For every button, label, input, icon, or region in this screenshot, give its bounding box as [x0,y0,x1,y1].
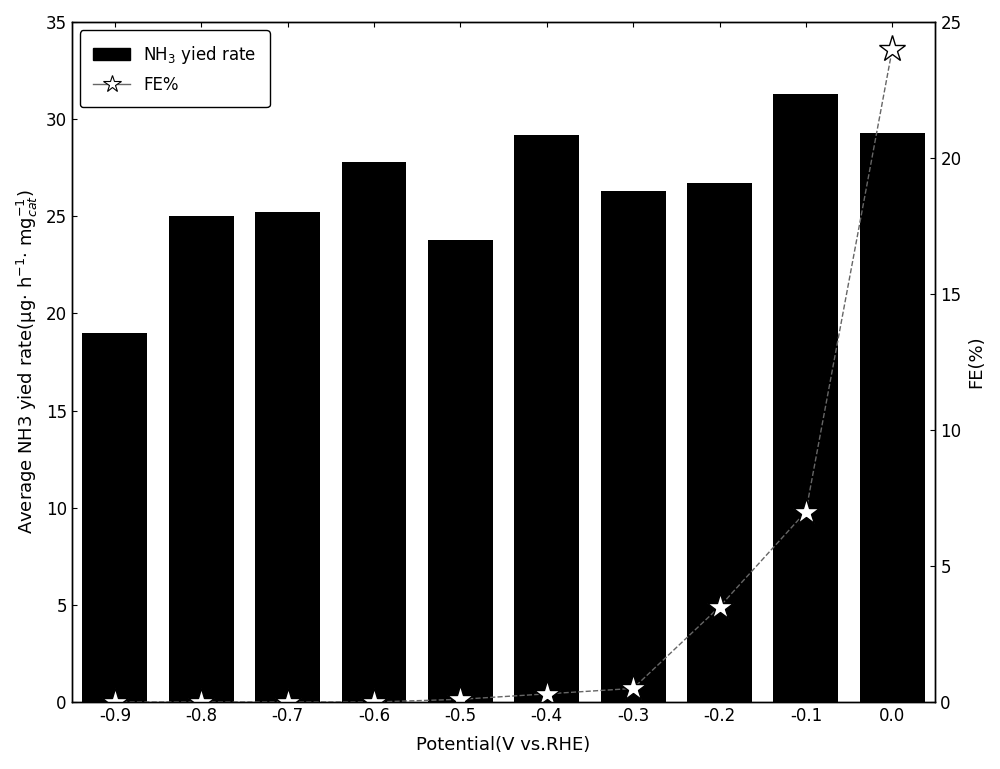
Bar [342,162,406,702]
Bar [601,191,666,702]
Bar [860,133,925,702]
Bar [514,135,579,702]
Y-axis label: Average NH3 yied rate(μg· h$^{-1}$· mg$^{-1}_{cat}$): Average NH3 yied rate(μg· h$^{-1}$· mg$^… [15,190,40,534]
Bar [687,183,752,702]
Y-axis label: FE(%): FE(%) [967,336,985,388]
Bar [82,333,147,702]
Bar [169,216,234,702]
Bar [773,94,838,702]
X-axis label: Potential(V vs.RHE): Potential(V vs.RHE) [416,736,591,754]
Bar [255,212,320,702]
Bar [428,240,493,702]
Legend: NH$_3$ yied rate, FE%: NH$_3$ yied rate, FE% [80,30,270,107]
